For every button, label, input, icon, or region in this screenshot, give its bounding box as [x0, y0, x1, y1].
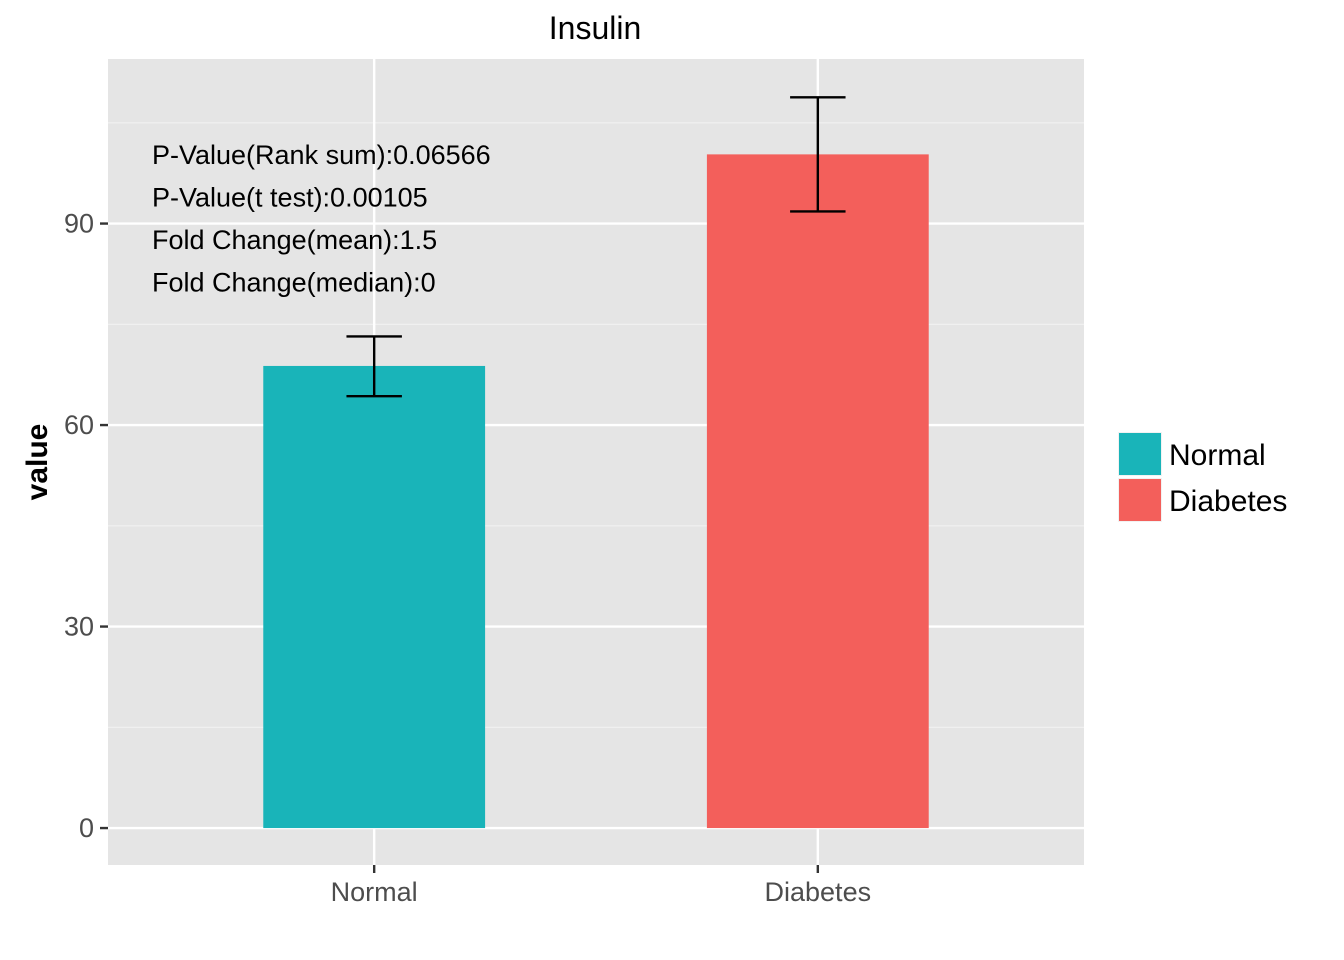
x-axis: Normal Diabetes — [331, 865, 871, 907]
errorbar-normal — [346, 335, 402, 398]
legend: Normal Diabetes — [1118, 432, 1287, 522]
error-bars — [346, 96, 846, 398]
y-axis: 0 30 60 90 — [64, 209, 108, 843]
bar-diabetes — [706, 154, 929, 829]
stats-annotation-line: P-Value(t test):0.00105 — [152, 183, 428, 213]
y-tick-label: 90 — [64, 209, 94, 239]
y-tick-label: 30 — [64, 612, 94, 642]
y-tick-label: 60 — [64, 410, 94, 440]
x-tick-label: Normal — [331, 877, 418, 907]
bar-normal — [263, 365, 486, 829]
legend-label: Normal — [1169, 439, 1266, 472]
x-tick-label: Diabetes — [765, 877, 872, 907]
stats-annotation-line: P-Value(Rank sum):0.06566 — [152, 140, 491, 170]
plot-panel — [108, 59, 1084, 865]
legend-label: Diabetes — [1169, 485, 1287, 518]
chart-title: Insulin — [549, 10, 642, 46]
legend-item-normal: Normal — [1118, 432, 1266, 476]
y-tick-label: 0 — [79, 813, 94, 843]
y-axis-label: value — [21, 424, 54, 501]
stats-annotation-line: Fold Change(mean):1.5 — [152, 225, 437, 255]
bars — [263, 154, 929, 829]
legend-swatch — [1119, 479, 1161, 521]
legend-item-diabetes: Diabetes — [1118, 478, 1287, 522]
legend-swatch — [1119, 433, 1161, 475]
errorbar-diabetes — [790, 96, 846, 213]
stats-annotation-line: Fold Change(median):0 — [152, 268, 436, 298]
stats-annotations: P-Value(Rank sum):0.06566 P-Value(t test)… — [152, 140, 491, 298]
